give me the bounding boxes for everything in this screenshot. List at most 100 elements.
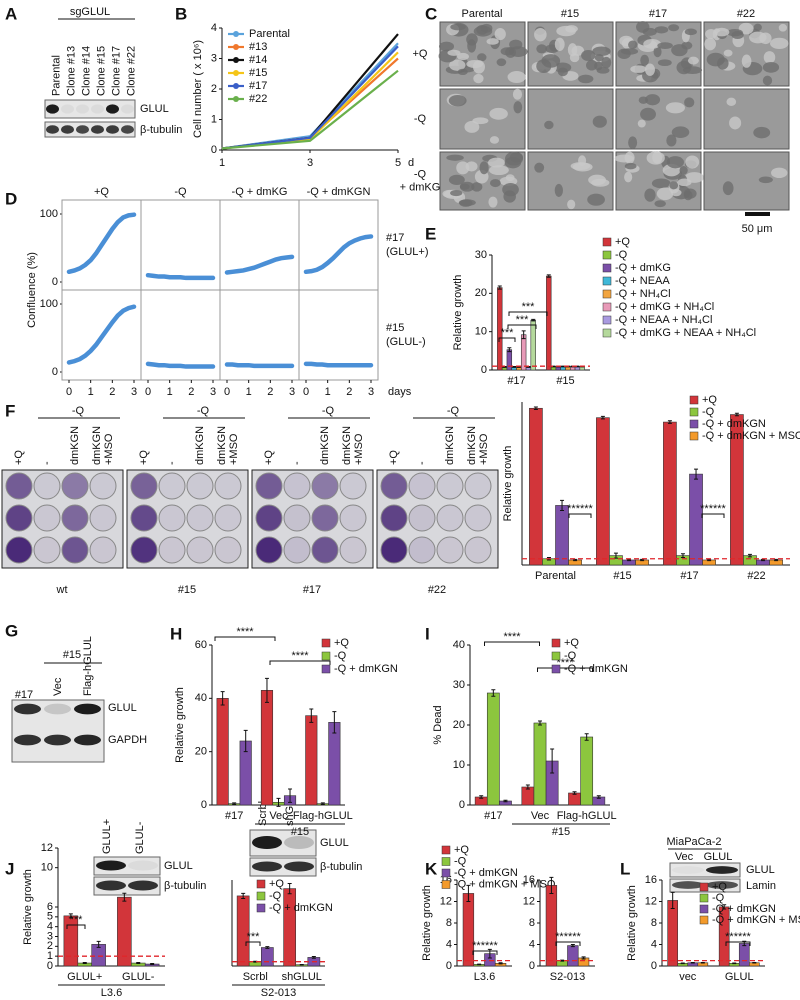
cell xyxy=(657,59,672,67)
cell xyxy=(684,28,697,36)
bar xyxy=(462,893,475,967)
error-bar xyxy=(136,962,141,965)
column-label: #15 xyxy=(561,8,579,20)
legend-label: -Q xyxy=(334,650,347,662)
y-axis-label: Relative growth xyxy=(626,885,638,961)
y-tick-label: 1 xyxy=(47,950,53,962)
legend-label: -Q + dmKGN xyxy=(712,903,776,915)
x-tick-label: GLUL xyxy=(725,971,754,983)
cell xyxy=(448,174,465,185)
y-axis-label: Relative growth xyxy=(502,446,514,522)
band-label: β-tubulin xyxy=(164,880,206,892)
cell xyxy=(651,178,671,189)
error-bar xyxy=(596,795,601,799)
bracket xyxy=(484,641,540,646)
error-bar xyxy=(507,347,512,353)
plate-name: wt xyxy=(56,584,68,596)
cell xyxy=(489,165,509,176)
blot-band xyxy=(706,866,738,874)
row-label: -Q xyxy=(414,113,427,125)
legend-label: #17 xyxy=(249,80,267,92)
y-tick-label: 3 xyxy=(47,930,53,942)
legend-swatch xyxy=(689,407,699,417)
legend-label: -Q xyxy=(702,406,715,418)
legend-swatch xyxy=(441,868,451,878)
legend-swatch xyxy=(602,315,612,325)
y-tick-label: 60 xyxy=(195,639,207,651)
x-tick-label: 0 xyxy=(303,386,309,398)
bracket xyxy=(472,950,498,955)
cell xyxy=(628,136,638,149)
y-axis-label: % Dead xyxy=(432,705,444,744)
cell xyxy=(581,50,596,61)
x-tick-label: Vec xyxy=(531,810,550,822)
well xyxy=(214,504,242,532)
panel-letter: I xyxy=(425,624,430,643)
y-tick-label: 12 xyxy=(440,895,452,907)
cell xyxy=(645,94,661,106)
row-label: #17 xyxy=(386,232,404,244)
annotation: *** xyxy=(501,327,515,339)
cell xyxy=(726,97,737,106)
annotation: **** xyxy=(503,631,521,643)
bar xyxy=(580,736,594,806)
y-tick-label: 100 xyxy=(40,298,58,310)
legend-label: -Q + dmKGN + MSO xyxy=(702,430,800,442)
legend-swatch xyxy=(441,857,451,866)
micrograph xyxy=(703,151,790,211)
cell xyxy=(643,39,662,49)
x-tick-label: #15 xyxy=(556,375,574,387)
cell xyxy=(762,75,773,86)
cell xyxy=(706,52,725,67)
error-bar xyxy=(498,962,503,965)
cell xyxy=(536,59,552,73)
bar xyxy=(568,792,581,806)
legend-label: #15 xyxy=(249,67,267,79)
row-note: (GLUL-) xyxy=(386,336,426,348)
legend-swatch xyxy=(256,879,266,889)
legend-swatch xyxy=(699,893,709,903)
line xyxy=(66,212,137,275)
cell xyxy=(489,179,501,188)
legend-label: #14 xyxy=(249,54,267,66)
lane-label: Clone #15 xyxy=(95,46,107,96)
error-bar xyxy=(288,788,293,803)
cell xyxy=(534,162,545,173)
error-bar xyxy=(311,956,316,959)
well xyxy=(89,536,117,564)
cell xyxy=(536,44,547,54)
annotation: **** xyxy=(236,626,254,638)
x-tick-label: vec xyxy=(679,971,697,983)
error-bar xyxy=(732,962,737,965)
cell xyxy=(592,115,607,128)
x-tick-label: GLUL+ xyxy=(67,971,102,983)
band-label: β-tubulin xyxy=(140,124,182,136)
y-tick-label: 8 xyxy=(651,917,657,929)
column-label: +Q xyxy=(263,450,275,465)
well xyxy=(255,536,283,564)
y-tick-label: 40 xyxy=(453,639,465,651)
y-tick-label: 4 xyxy=(446,938,452,950)
annotation: ****** xyxy=(567,503,593,515)
cell xyxy=(729,116,742,130)
well xyxy=(283,536,311,564)
blot-band xyxy=(91,104,104,114)
cell xyxy=(513,101,523,114)
legend-label: -Q xyxy=(564,650,577,662)
x-tick-label: #15 xyxy=(613,570,631,582)
blot-band xyxy=(121,104,134,114)
bracket xyxy=(507,324,537,329)
bar xyxy=(567,945,579,967)
y-tick-label: 12 xyxy=(523,895,535,907)
column-label: +MSO xyxy=(228,433,240,465)
cell xyxy=(464,120,480,133)
well xyxy=(5,536,33,564)
cell xyxy=(565,25,578,33)
cell xyxy=(624,162,637,170)
legend-label: -Q + dmKGN xyxy=(564,663,628,675)
error-bar xyxy=(600,415,605,420)
cell xyxy=(656,187,674,201)
blot-band xyxy=(284,861,314,872)
bar xyxy=(283,888,297,967)
